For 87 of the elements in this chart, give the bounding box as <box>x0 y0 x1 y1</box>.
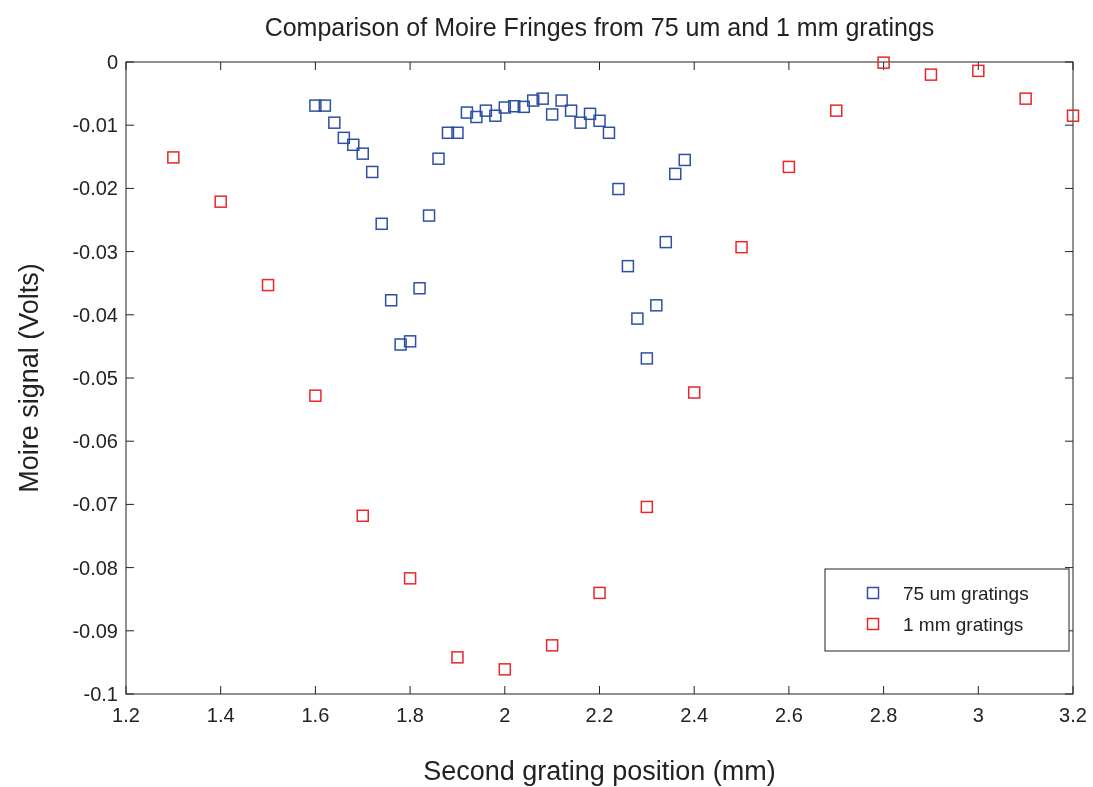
y-tick-label: -0.06 <box>72 430 118 453</box>
point <box>261 278 275 292</box>
point <box>508 99 521 113</box>
point <box>167 151 180 164</box>
point <box>669 167 682 181</box>
point <box>735 240 748 254</box>
x-tick-label: 1.4 <box>206 704 235 726</box>
point <box>877 56 890 69</box>
y-tick-label: -0.05 <box>72 367 118 389</box>
point <box>782 160 796 174</box>
point <box>309 99 322 112</box>
y-tick-label: -0.02 <box>72 177 118 200</box>
y-tick-label: -0.01 <box>72 114 118 137</box>
point <box>830 104 843 117</box>
point <box>498 101 512 114</box>
point <box>479 104 493 117</box>
point <box>328 116 341 129</box>
x-tick-label: 2.2 <box>585 704 614 726</box>
y-tick-label: 0 <box>106 51 118 73</box>
point <box>545 639 559 652</box>
x-tick-label: 3.2 <box>1059 704 1087 726</box>
point <box>441 126 455 140</box>
point <box>347 138 360 152</box>
point <box>574 116 587 129</box>
point <box>640 352 654 365</box>
y-tick-label: -0.04 <box>72 303 118 326</box>
point <box>403 335 417 348</box>
point <box>375 217 388 231</box>
point <box>356 147 369 160</box>
point <box>545 108 559 121</box>
x-axis-title: Second grating position (mm) <box>423 756 776 786</box>
point <box>612 182 625 196</box>
point <box>924 68 938 81</box>
x-tick-label: 2.6 <box>774 704 803 726</box>
legend-label: 1 mm gratings <box>903 614 1024 635</box>
point <box>489 109 502 122</box>
point <box>432 152 445 165</box>
point <box>526 94 540 107</box>
point <box>470 110 483 124</box>
point <box>621 259 635 273</box>
point <box>498 663 512 676</box>
point <box>972 64 985 78</box>
point <box>365 165 379 179</box>
x-tick-label: 2 <box>499 704 511 726</box>
y-tick-label: -0.08 <box>72 556 118 579</box>
y-tick-label: -0.03 <box>72 240 118 263</box>
x-tick-label: 2.4 <box>680 704 709 726</box>
point <box>650 299 663 312</box>
point <box>318 99 332 112</box>
point <box>309 389 322 402</box>
x-tick-label: 3 <box>972 704 984 726</box>
point <box>593 586 606 600</box>
point <box>583 107 597 121</box>
point <box>337 131 351 145</box>
x-tick-label: 1.6 <box>301 704 330 726</box>
chart-title: Comparison of Moire Fringes from 75 um and 1 mm gratings <box>264 13 935 41</box>
point <box>564 104 578 117</box>
point <box>602 126 616 140</box>
y-tick-label: -0.1 <box>83 683 118 705</box>
point <box>413 282 426 295</box>
point <box>403 572 417 585</box>
point <box>593 114 606 128</box>
point <box>555 94 568 107</box>
x-tick-label: 2.8 <box>869 704 898 726</box>
x-tick-label: 1.2 <box>112 704 140 726</box>
point <box>1019 92 1032 105</box>
point <box>356 509 369 523</box>
point <box>640 500 654 514</box>
point <box>631 312 644 325</box>
point <box>687 386 701 399</box>
point <box>451 126 464 140</box>
point <box>1066 109 1080 122</box>
point <box>517 100 530 114</box>
point <box>678 153 691 167</box>
point <box>659 235 673 249</box>
legend-label: 75 um gratings <box>903 583 1029 604</box>
point <box>384 294 398 307</box>
y-tick-label: -0.09 <box>72 619 118 642</box>
x-tick-label: 1.8 <box>396 704 425 726</box>
point <box>422 209 436 222</box>
point <box>536 92 549 105</box>
point <box>394 338 407 351</box>
point <box>214 195 227 208</box>
point <box>460 106 474 119</box>
y-axis-title: Moire signal (Volts) <box>14 263 44 493</box>
point <box>451 651 464 664</box>
y-tick-label: -0.07 <box>72 493 118 516</box>
